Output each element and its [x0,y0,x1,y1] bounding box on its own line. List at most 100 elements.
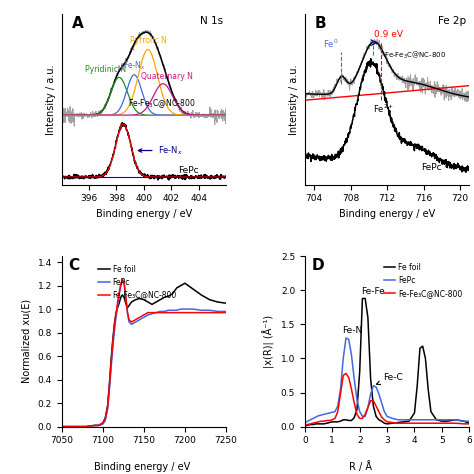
Fe-Fe₃C@NC-800 [133,317,138,322]
Text: Fe-N$_x$: Fe-N$_x$ [138,144,182,157]
Fe foil [313,421,319,427]
FePc [149,311,155,317]
Text: Fe-Fe: Fe-Fe [361,287,385,296]
Fe-Fe₃C@NC-800 [110,341,116,347]
Fe foil [316,421,321,427]
Text: Fe$^0$: Fe$^0$ [323,38,339,50]
Fe-Fe₃C@NC-800 [96,423,101,428]
FePc [371,383,376,389]
Fe foil [428,409,434,414]
Fe foil [343,417,349,423]
Fe-Fe₃C@NC-800 [75,424,81,429]
Fe-Fe₃C@NC-800 [332,416,338,421]
Line: Fe foil: Fe foil [305,299,469,426]
Fe foil [371,403,376,409]
FePc [119,277,125,283]
FePc [319,412,324,418]
FePc [414,417,420,423]
Fe foil [59,424,64,429]
Fe-Fe₃C@NC-800 [327,418,332,423]
FePc [346,337,352,342]
Fe foil [335,419,341,425]
Fe-Fe₃C@NC-800 [417,420,423,426]
FePc [406,417,412,423]
FePc [118,283,124,288]
FePc [215,309,220,314]
FePc [360,413,365,419]
Fe foil [362,296,368,301]
Fe foil [302,423,308,429]
FePc [343,335,349,341]
FePc [96,423,101,428]
Line: FePc: FePc [305,338,469,423]
FePc [105,406,110,412]
Fe-Fe₃C@NC-800 [182,310,188,316]
Fe foil [401,419,406,425]
Fe foil [118,294,124,300]
Fe foil [116,301,122,306]
Text: Pyrrolic N: Pyrrolic N [129,36,166,45]
FePc [340,356,346,361]
Fe-Fe₃C@NC-800 [141,312,146,318]
Fe-Fe₃C@NC-800 [115,301,120,306]
Fe foil [174,285,180,291]
Fe-Fe₃C@NC-800 [100,420,106,426]
FePc [324,411,329,417]
Fe foil [125,305,130,311]
Text: Pyridinic N: Pyridinic N [85,65,126,74]
Fe-Fe₃C@NC-800 [329,417,335,423]
Fe-Fe₃C@NC-800 [102,417,108,422]
FePc [329,410,335,415]
Fe-Fe₃C@NC-800 [439,420,445,426]
Fe foil [379,418,384,424]
FePc [59,424,64,429]
Fe foil [420,343,426,349]
Fe-Fe₃C@NC-800 [368,398,374,403]
FePc [182,306,188,312]
Fe foil [126,303,132,309]
Text: FePc: FePc [421,163,442,172]
Text: Fe-Fe$_3$C@NC-800: Fe-Fe$_3$C@NC-800 [384,50,447,61]
Fe foil [67,424,73,429]
Fe-Fe₃C@NC-800 [357,416,363,421]
Fe-Fe₃C@NC-800 [337,391,343,397]
FePc [116,292,122,298]
FePc [67,424,73,429]
Text: Fe-C: Fe-C [376,373,403,384]
Fe-Fe₃C@NC-800 [354,411,360,417]
FePc [411,417,417,423]
Fe foil [190,286,196,292]
Fe-Fe₃C@NC-800 [428,420,434,426]
FePc [126,319,132,325]
FePc [382,409,387,414]
Fe foil [223,301,229,306]
Fe-Fe₃C@NC-800 [414,420,420,426]
FePc [83,424,89,429]
FePc [373,384,379,390]
Fe foil [199,292,204,298]
FePc [368,391,374,397]
Fe foil [121,294,127,300]
FePc [100,421,106,427]
Fe-Fe₃C@NC-800 [153,310,159,316]
FePc [111,330,117,336]
Fe foil [368,376,374,382]
Fe foil [461,418,466,424]
FePc [365,405,371,410]
Fe-Fe₃C@NC-800 [174,310,180,316]
X-axis label: Binding energy / eV: Binding energy / eV [339,209,435,219]
Y-axis label: Normalized xu(E): Normalized xu(E) [22,300,32,383]
FePc [376,391,382,397]
Fe-Fe₃C@NC-800 [340,373,346,378]
FePc [174,308,180,313]
Fe-Fe₃C@NC-800 [360,416,365,421]
FePc [395,417,401,423]
Fe foil [466,420,472,426]
Fe foil [108,359,114,365]
Fe foil [123,301,128,306]
FePc [178,306,183,312]
Fe foil [337,418,343,424]
FePc [362,413,368,419]
FePc [321,411,327,417]
Fe-Fe₃C@NC-800 [145,310,151,316]
